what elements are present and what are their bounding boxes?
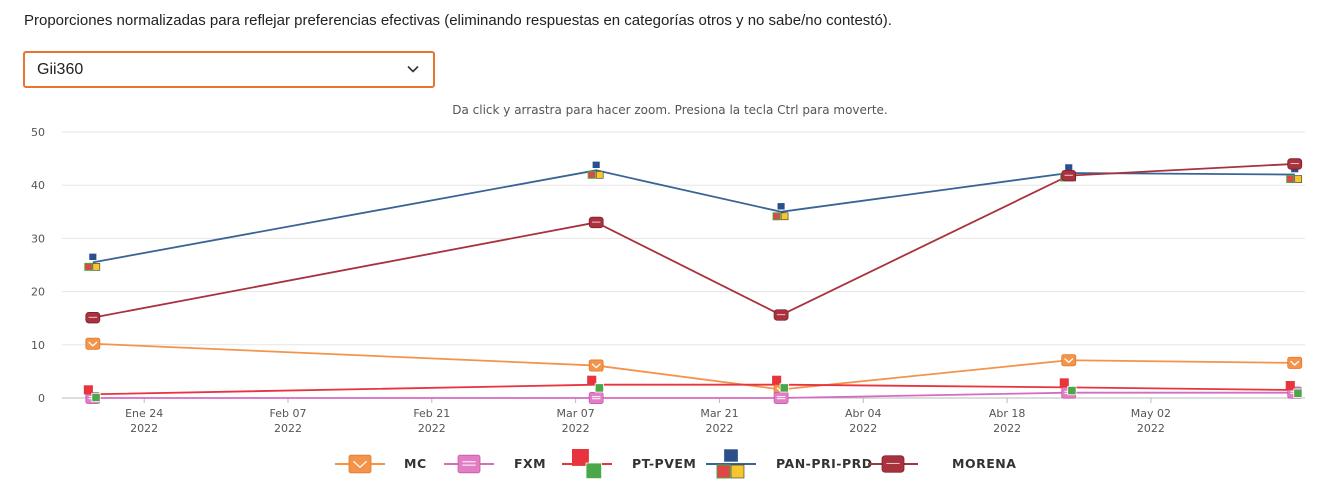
legend-label: PAN-PRI-PRD bbox=[776, 456, 873, 471]
data-point-mc bbox=[85, 337, 101, 350]
chevron-down-icon bbox=[407, 65, 419, 73]
series-line-pan-pri-prd bbox=[92, 169, 1295, 264]
data-point-morena bbox=[85, 312, 101, 324]
legend-icon-fxm bbox=[457, 454, 481, 474]
legend-label: MC bbox=[404, 456, 427, 471]
legend-item-pt-pvem[interactable]: PT-PVEM bbox=[562, 449, 696, 480]
data-point-fxm bbox=[773, 391, 789, 404]
legend-icon-mc bbox=[348, 454, 372, 474]
y-tick-label: 50 bbox=[31, 126, 45, 139]
data-point-morena bbox=[1287, 158, 1303, 170]
pollster-select-value: Gii360 bbox=[37, 61, 84, 78]
x-tick-year: 2022 bbox=[418, 422, 446, 435]
legend-label: FXM bbox=[514, 456, 546, 471]
data-point-mc bbox=[1287, 356, 1303, 369]
data-point-mc bbox=[1061, 354, 1077, 367]
data-point-pt-pvem bbox=[1285, 381, 1303, 398]
pollster-select[interactable]: Gii360 bbox=[23, 51, 435, 88]
y-tick-label: 40 bbox=[31, 179, 45, 192]
x-tick-label: Mar 07 bbox=[557, 407, 595, 420]
poll-line-chart[interactable]: Da click y arrastra para hacer zoom. Pre… bbox=[0, 96, 1328, 502]
chart-legend[interactable]: MC FXM PT-PVEM PAN-PRI-PRD MORENA bbox=[335, 448, 1016, 480]
x-tick-label: Ene 24 bbox=[125, 407, 163, 420]
legend-item-morena[interactable]: MORENA bbox=[868, 455, 1016, 473]
data-point-pan-pri-prd bbox=[587, 161, 604, 179]
series-lines bbox=[92, 163, 1295, 399]
y-tick-label: 20 bbox=[31, 286, 45, 299]
data-point-pan-pri-prd bbox=[772, 202, 789, 221]
y-tick-label: 10 bbox=[31, 339, 45, 352]
y-axis: 0 10 20 30 40 50 bbox=[31, 126, 45, 405]
x-tick-year: 2022 bbox=[274, 422, 302, 435]
series-markers bbox=[83, 158, 1303, 404]
legend-label: MORENA bbox=[952, 456, 1016, 471]
x-tick-year: 2022 bbox=[562, 422, 590, 435]
x-tick-label: Abr 18 bbox=[989, 407, 1026, 420]
legend-item-mc[interactable]: MC bbox=[335, 454, 427, 474]
x-tick-label: Abr 04 bbox=[845, 407, 882, 420]
y-tick-label: 30 bbox=[31, 232, 45, 245]
data-point-morena bbox=[588, 216, 604, 229]
chart-gridlines bbox=[62, 131, 1305, 399]
x-tick-label: Mar 21 bbox=[700, 407, 738, 420]
data-point-pt-pvem bbox=[1059, 378, 1077, 396]
x-tick-year: 2022 bbox=[993, 422, 1021, 435]
x-tick-label: May 02 bbox=[1131, 407, 1171, 420]
legend-icon-morena bbox=[881, 455, 905, 473]
series-line-fxm bbox=[92, 391, 1295, 399]
data-point-pt-pvem bbox=[587, 375, 604, 393]
legend-icon-pt-pvem bbox=[572, 449, 603, 480]
legend-label: PT-PVEM bbox=[632, 456, 696, 471]
y-tick-label: 0 bbox=[38, 392, 45, 405]
data-point-pan-pri-prd bbox=[84, 253, 101, 271]
chart-subtitle: Da click y arrastra para hacer zoom. Pre… bbox=[452, 103, 888, 117]
data-point-pt-pvem bbox=[83, 385, 101, 403]
data-point-morena bbox=[773, 309, 789, 321]
x-tick-label: Feb 07 bbox=[270, 407, 307, 420]
legend-icon-pan-pri-prd bbox=[716, 448, 745, 479]
series-line-morena bbox=[92, 163, 1295, 319]
normalization-note: Proporciones normalizadas para reflejar … bbox=[24, 12, 892, 29]
x-tick-label: Feb 21 bbox=[413, 407, 450, 420]
x-tick-year: 2022 bbox=[130, 422, 158, 435]
data-point-pt-pvem bbox=[772, 375, 789, 393]
legend-item-pan-pri-prd[interactable]: PAN-PRI-PRD bbox=[706, 448, 873, 479]
x-tick-year: 2022 bbox=[1137, 422, 1165, 435]
series-line-mc bbox=[92, 342, 1295, 391]
data-point-morena bbox=[1061, 169, 1077, 182]
x-tick-year: 2022 bbox=[849, 422, 877, 435]
data-point-mc bbox=[588, 359, 604, 372]
data-point-fxm bbox=[588, 391, 604, 404]
x-axis: Ene 24 2022 Feb 07 2022 Feb 21 2022 Mar 07 2022… bbox=[125, 398, 1171, 435]
x-tick-year: 2022 bbox=[705, 422, 733, 435]
legend-item-fxm[interactable]: FXM bbox=[444, 454, 546, 474]
